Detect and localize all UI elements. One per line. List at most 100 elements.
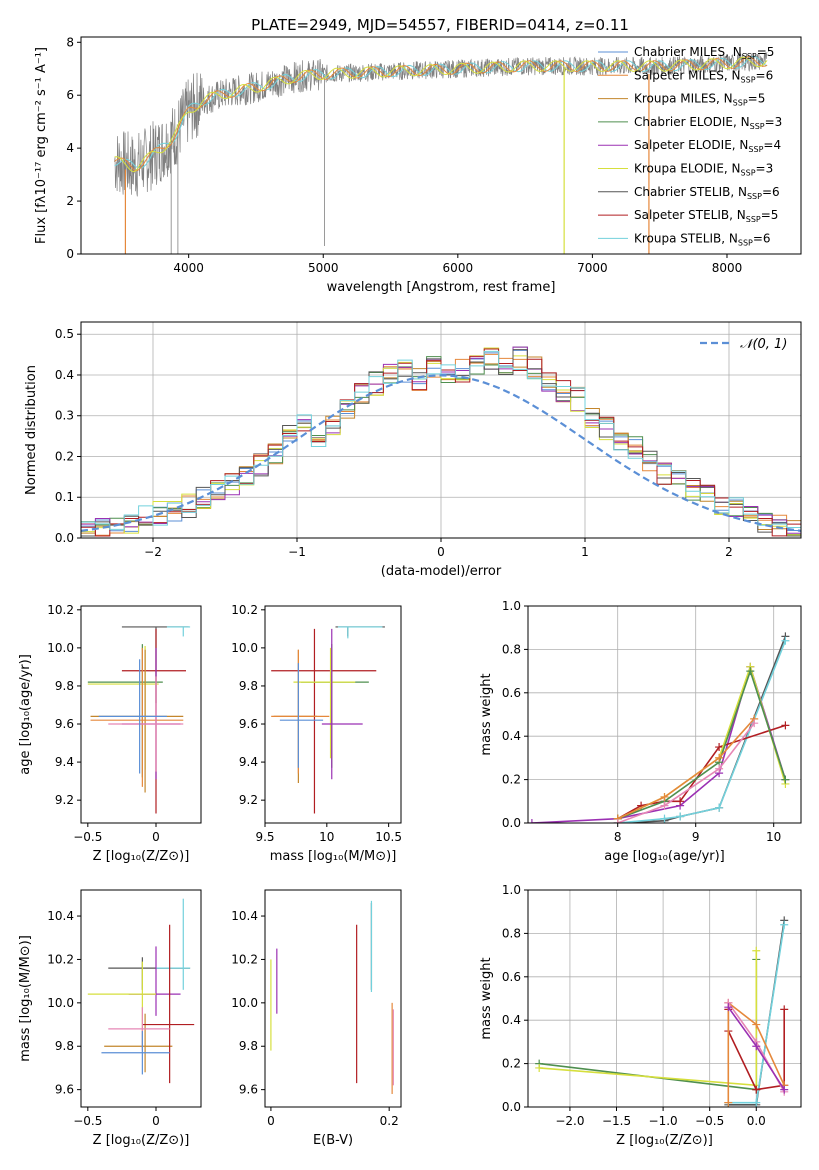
axes-mass_vs_EBV: 0 0.2 9.6 9.8 10.0 10.2 10.4 E(B-V) bbox=[231, 889, 402, 1148]
y-tick-label: 9.6 bbox=[239, 1083, 258, 1097]
weight-line bbox=[617, 668, 787, 820]
errorbar-point bbox=[121, 647, 181, 780]
y-tick-label: 9.6 bbox=[55, 1083, 74, 1097]
y-tick-label: 9.8 bbox=[239, 679, 258, 693]
y-tick-label: 0.6 bbox=[502, 970, 521, 984]
weight-marker bbox=[715, 743, 724, 752]
x-axis-label: E(B-V) bbox=[313, 1133, 353, 1148]
x-tick-label: −1.5 bbox=[602, 1114, 631, 1128]
legend-entry: Kroupa ELODIE, NSSP=3 bbox=[634, 162, 773, 178]
y-tick-label: 9.4 bbox=[55, 755, 74, 769]
y-tick-label: 0.1 bbox=[55, 490, 74, 504]
axes-residuals: −2 −1 0 1 2 0.0 0.1 0.2 0.3 0.4 0.5 (data-model)/er… bbox=[24, 321, 802, 579]
weight-marker bbox=[780, 920, 789, 929]
y-tick-label: 0.0 bbox=[502, 1100, 521, 1114]
errorbar-point bbox=[279, 663, 324, 768]
x-tick-label: 2 bbox=[725, 545, 733, 559]
plot-mass_vs_Z bbox=[87, 898, 195, 1084]
errorbar-point bbox=[128, 946, 181, 1016]
x-axis-label: wavelength [Angstrom, rest frame] bbox=[327, 280, 556, 295]
histogram-series bbox=[81, 350, 801, 538]
axes-weight_vs_age: 8 9 10 0.0 0.2 0.4 0.6 0.8 1.0 age [log₁₀(age/yr)… bbox=[479, 599, 802, 864]
weight-line bbox=[617, 722, 755, 823]
y-tick-label: 10.4 bbox=[231, 909, 258, 923]
legend-entry: Chabrier STELIB, NSSP=6 bbox=[634, 185, 780, 201]
spectrum-model-line bbox=[114, 56, 768, 169]
legend: Chabrier MILES, NSSP=5 Salpeter MILES, NS… bbox=[598, 45, 782, 247]
x-tick-label: −0.5 bbox=[73, 1114, 102, 1128]
weight-marker bbox=[528, 819, 536, 823]
x-tick-label: −0.5 bbox=[695, 1114, 724, 1128]
errorbar-point bbox=[321, 628, 363, 780]
x-tick-label: −1 bbox=[288, 545, 306, 559]
plot-spectrum bbox=[114, 52, 768, 254]
legend-entry: Salpeter STELIB, NSSP=5 bbox=[634, 208, 778, 224]
x-tick-label: 7000 bbox=[577, 261, 608, 275]
errorbar-point bbox=[87, 645, 159, 770]
y-tick-label: 10.0 bbox=[231, 641, 258, 655]
legend-entry: Chabrier MILES, NSSP=5 bbox=[634, 45, 774, 61]
y-tick-label: 6 bbox=[66, 88, 74, 102]
x-axis-label: (data-model)/error bbox=[381, 564, 502, 579]
spectrum-model-line bbox=[114, 56, 768, 173]
y-tick-label: 0.0 bbox=[55, 531, 74, 545]
errorbar-point bbox=[156, 898, 191, 990]
weight-marker bbox=[752, 946, 761, 955]
x-tick-label: 10 bbox=[766, 830, 781, 844]
errorbar-point bbox=[87, 644, 163, 778]
axes-frame bbox=[527, 889, 802, 1108]
y-axis-label: mass [log₁₀(M/M⊙)] bbox=[18, 935, 33, 1062]
errorbar-point bbox=[142, 924, 195, 1084]
x-axis-label: age [log₁₀(age/yr)] bbox=[604, 849, 725, 864]
y-tick-label: 0.2 bbox=[502, 773, 521, 787]
errorbar-point bbox=[335, 626, 385, 637]
weight-marker bbox=[676, 797, 685, 806]
y-tick-label: 9.6 bbox=[239, 717, 258, 731]
errorbar-point bbox=[108, 676, 184, 772]
x-tick-label: 5000 bbox=[308, 261, 339, 275]
errorbar-point bbox=[293, 647, 356, 759]
weight-marker bbox=[535, 1063, 544, 1072]
y-tick-label: 9.6 bbox=[55, 717, 74, 731]
weight-line bbox=[539, 950, 758, 1087]
weight-marker bbox=[660, 801, 669, 810]
y-tick-label: 10.0 bbox=[231, 996, 258, 1010]
weight-marker bbox=[715, 753, 724, 762]
weight-marker bbox=[781, 721, 790, 730]
weight-marker bbox=[613, 819, 622, 823]
y-tick-label: 2 bbox=[66, 194, 74, 208]
y-tick-label: 10.0 bbox=[47, 641, 74, 655]
y-tick-label: 0.4 bbox=[55, 368, 74, 382]
plot-residuals bbox=[81, 346, 801, 538]
y-tick-label: 0.2 bbox=[502, 1057, 521, 1071]
y-tick-label: 9.2 bbox=[239, 793, 258, 807]
axes-frame bbox=[527, 605, 802, 824]
x-axis-label: Z [log₁₀(Z/Z⊙)] bbox=[93, 849, 190, 864]
errorbar-point bbox=[101, 1031, 170, 1075]
histogram-series bbox=[81, 349, 801, 538]
weight-marker bbox=[724, 1098, 733, 1107]
weight-marker bbox=[780, 1005, 789, 1014]
y-tick-label: 8 bbox=[66, 35, 74, 49]
plot-age_vs_mass bbox=[271, 626, 385, 814]
y-tick-label: 0.0 bbox=[502, 816, 521, 830]
y-tick-label: 9.8 bbox=[239, 1039, 258, 1053]
errorbar-point bbox=[271, 649, 330, 774]
weight-marker bbox=[781, 775, 790, 784]
x-tick-label: 10.5 bbox=[375, 830, 402, 844]
y-tick-label: 0.8 bbox=[502, 642, 521, 656]
legend-entry: Salpeter ELODIE, NSSP=4 bbox=[634, 138, 781, 154]
y-tick-label: 10.0 bbox=[47, 996, 74, 1010]
x-tick-label: 10 bbox=[319, 830, 334, 844]
errorbar-point bbox=[90, 647, 184, 787]
weight-marker bbox=[752, 1098, 761, 1107]
weight-marker bbox=[660, 814, 669, 823]
weight-line bbox=[727, 1001, 785, 1103]
y-axis-label: Flux [fλ10⁻¹⁷ erg cm⁻² s⁻¹ A⁻¹] bbox=[34, 47, 49, 244]
x-tick-label: −2.0 bbox=[555, 1114, 584, 1128]
x-tick-label: 1 bbox=[581, 545, 589, 559]
axes-age_vs_Z: −0.5 0 9.2 9.4 9.6 9.8 10.0 10.2 Z [log₁₀(Z/Z⊙)]… bbox=[18, 603, 202, 864]
plot-age_vs_Z bbox=[87, 626, 191, 814]
y-tick-label: 9.8 bbox=[55, 679, 74, 693]
